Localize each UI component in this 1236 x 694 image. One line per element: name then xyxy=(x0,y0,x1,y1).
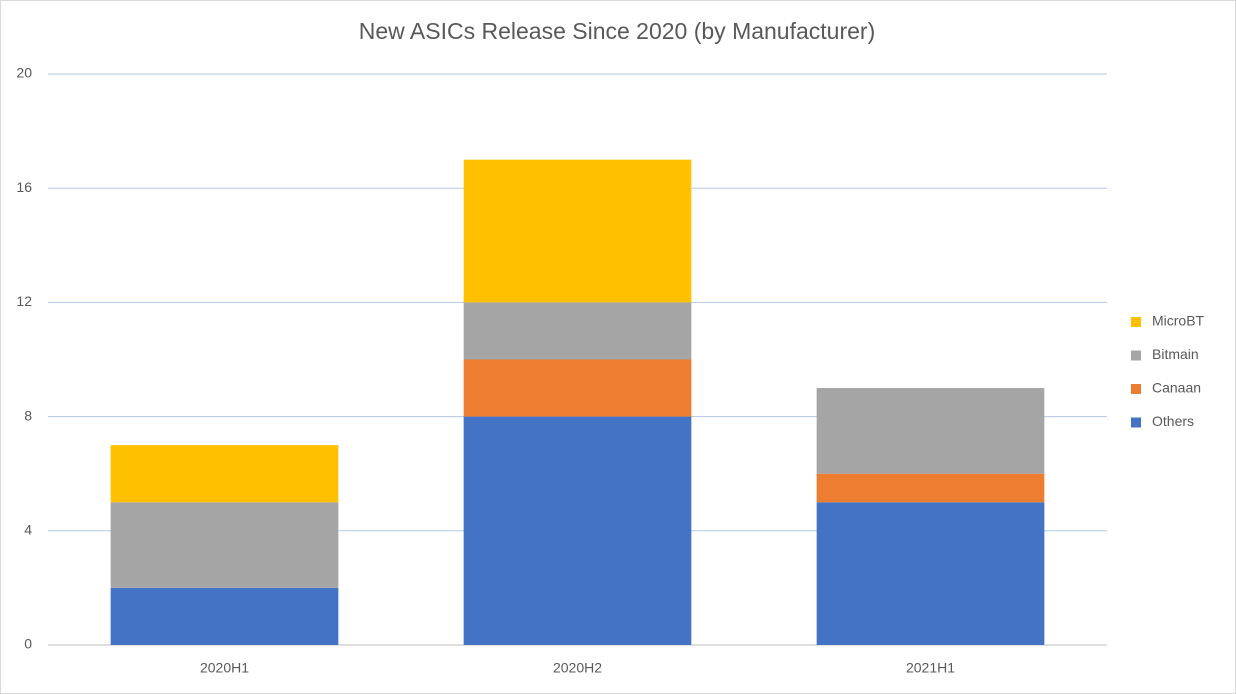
bar-segment xyxy=(110,502,339,588)
y-tick-label: 16 xyxy=(16,179,32,195)
legend-label: Others xyxy=(1152,413,1194,429)
x-tick-label: 2020H1 xyxy=(200,660,249,676)
legend-label: MicroBT xyxy=(1152,313,1205,329)
bar-segment xyxy=(816,473,1045,503)
y-tick-label: 0 xyxy=(24,636,32,652)
legend-swatch xyxy=(1131,317,1141,327)
bar-segment xyxy=(110,445,339,503)
legend-swatch xyxy=(1131,384,1141,394)
bar-segment xyxy=(463,302,692,360)
y-tick-label: 20 xyxy=(16,65,32,81)
bar-segment xyxy=(463,416,692,645)
chart-title: New ASICs Release Since 2020 (by Manufac… xyxy=(359,18,875,44)
legend-label: Bitmain xyxy=(1152,346,1199,362)
bar-segment xyxy=(816,388,1045,474)
y-tick-label: 8 xyxy=(24,407,32,423)
bar-segment xyxy=(463,359,692,417)
y-tick-label: 4 xyxy=(24,522,32,538)
bar-segment xyxy=(816,502,1045,645)
bar-segment xyxy=(463,159,692,303)
bar-segment xyxy=(110,587,339,645)
legend-swatch xyxy=(1131,350,1141,361)
legend-label: Canaan xyxy=(1152,380,1201,396)
x-tick-label: 2020H2 xyxy=(553,660,602,676)
y-tick-label: 12 xyxy=(16,293,32,309)
x-tick-label: 2021H1 xyxy=(906,660,955,676)
legend-swatch xyxy=(1131,417,1141,428)
